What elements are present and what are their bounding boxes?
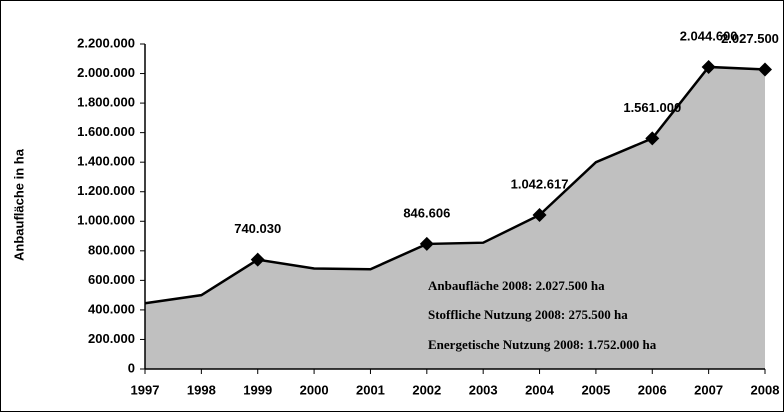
- x-tick-label: 1999: [243, 382, 272, 397]
- x-tick-label: 2007: [694, 382, 723, 397]
- value-label: 2.027.500: [721, 31, 779, 46]
- x-tick-label: 1997: [131, 382, 160, 397]
- y-axis-label: Anbaufläche in ha: [11, 148, 26, 261]
- line: [144, 65, 766, 305]
- y-tick-label: 1.000.000: [77, 213, 135, 228]
- marker: [419, 236, 434, 251]
- x-tick-label: 2000: [300, 382, 329, 397]
- x-tick-label: 2002: [412, 382, 441, 397]
- marker: [532, 207, 547, 222]
- y-tick-label: 0: [128, 360, 135, 375]
- value-label: 2.044.600: [680, 28, 738, 43]
- y-tick-label: 2.200.000: [77, 35, 135, 50]
- y-tick-label: 2.000.000: [77, 65, 135, 80]
- marker: [645, 131, 660, 146]
- annotation: Stoffliche Nutzung 2008: 275.500 ha: [428, 307, 628, 322]
- y-tick-label: 1.400.000: [77, 154, 135, 169]
- x-tick-label: 2005: [581, 382, 610, 397]
- value-label: 846.606: [403, 205, 450, 220]
- y-tick-label: 800.000: [88, 242, 135, 257]
- marker: [701, 59, 716, 74]
- y-tick-label: 1.800.000: [77, 95, 135, 110]
- value-label: 1.561.000: [623, 100, 681, 115]
- x-tick-label: 2006: [638, 382, 667, 397]
- y-tick-label: 1.200.000: [77, 183, 135, 198]
- y-tick-label: 400.000: [88, 301, 135, 316]
- y-tick-label: 200.000: [88, 331, 135, 346]
- annotation: Anbaufläche 2008: 2.027.500 ha: [428, 278, 605, 293]
- area: [145, 66, 765, 369]
- value-label: 1.042.617: [511, 176, 569, 191]
- x-tick-label: 2004: [525, 382, 555, 397]
- y-tick-label: 600.000: [88, 272, 135, 287]
- annotation: Energetische Nutzung 2008: 1.752.000 ha: [428, 337, 657, 352]
- x-tick-label: 1998: [187, 382, 216, 397]
- x-tick-label: 2001: [356, 382, 385, 397]
- x-tick-label: 2008: [751, 382, 780, 397]
- x-tick-label: 2003: [469, 382, 498, 397]
- value-label: 740.030: [234, 221, 281, 236]
- marker: [758, 62, 772, 77]
- y-tick-label: 1.600.000: [77, 124, 135, 139]
- marker: [250, 252, 265, 267]
